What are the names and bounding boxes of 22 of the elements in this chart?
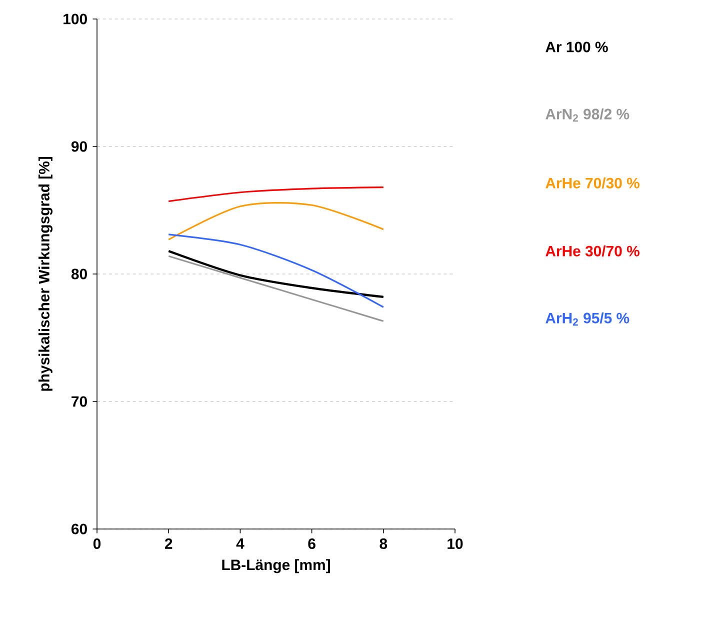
x-tick-label: 2: [164, 538, 172, 549]
x-axis-title: LB-Länge [mm]: [222, 559, 330, 574]
line-series: [168, 234, 384, 308]
text: ArN$_{2}$ 98/2 %: [546, 108, 630, 122]
x-tick-label: 0: [93, 538, 101, 549]
x-tick-label: 8: [380, 538, 388, 549]
text: ArHe 30/70 %: [546, 245, 640, 257]
line-series: [168, 255, 384, 322]
y-axis-title: physikalischer Wirkungsgrad [%]: [38, 156, 52, 391]
y-tick-label: 100: [64, 14, 87, 24]
y-tick-label: 80: [71, 268, 87, 280]
text: Ar 100 %: [546, 42, 608, 52]
line-series: [168, 186, 384, 202]
line-series: [168, 250, 384, 298]
y-tick-label: 70: [72, 396, 87, 407]
text: ArH$_{2}$ 95/5 %: [546, 312, 630, 326]
x-tick-label: 4: [236, 538, 244, 549]
y-tick-label: 90: [71, 141, 87, 152]
x-tick-label: 6: [308, 538, 316, 549]
x-tick-label: 10: [448, 538, 463, 549]
y-tick-label: 60: [72, 524, 87, 534]
text: ArHe 70/30 %: [546, 177, 640, 189]
